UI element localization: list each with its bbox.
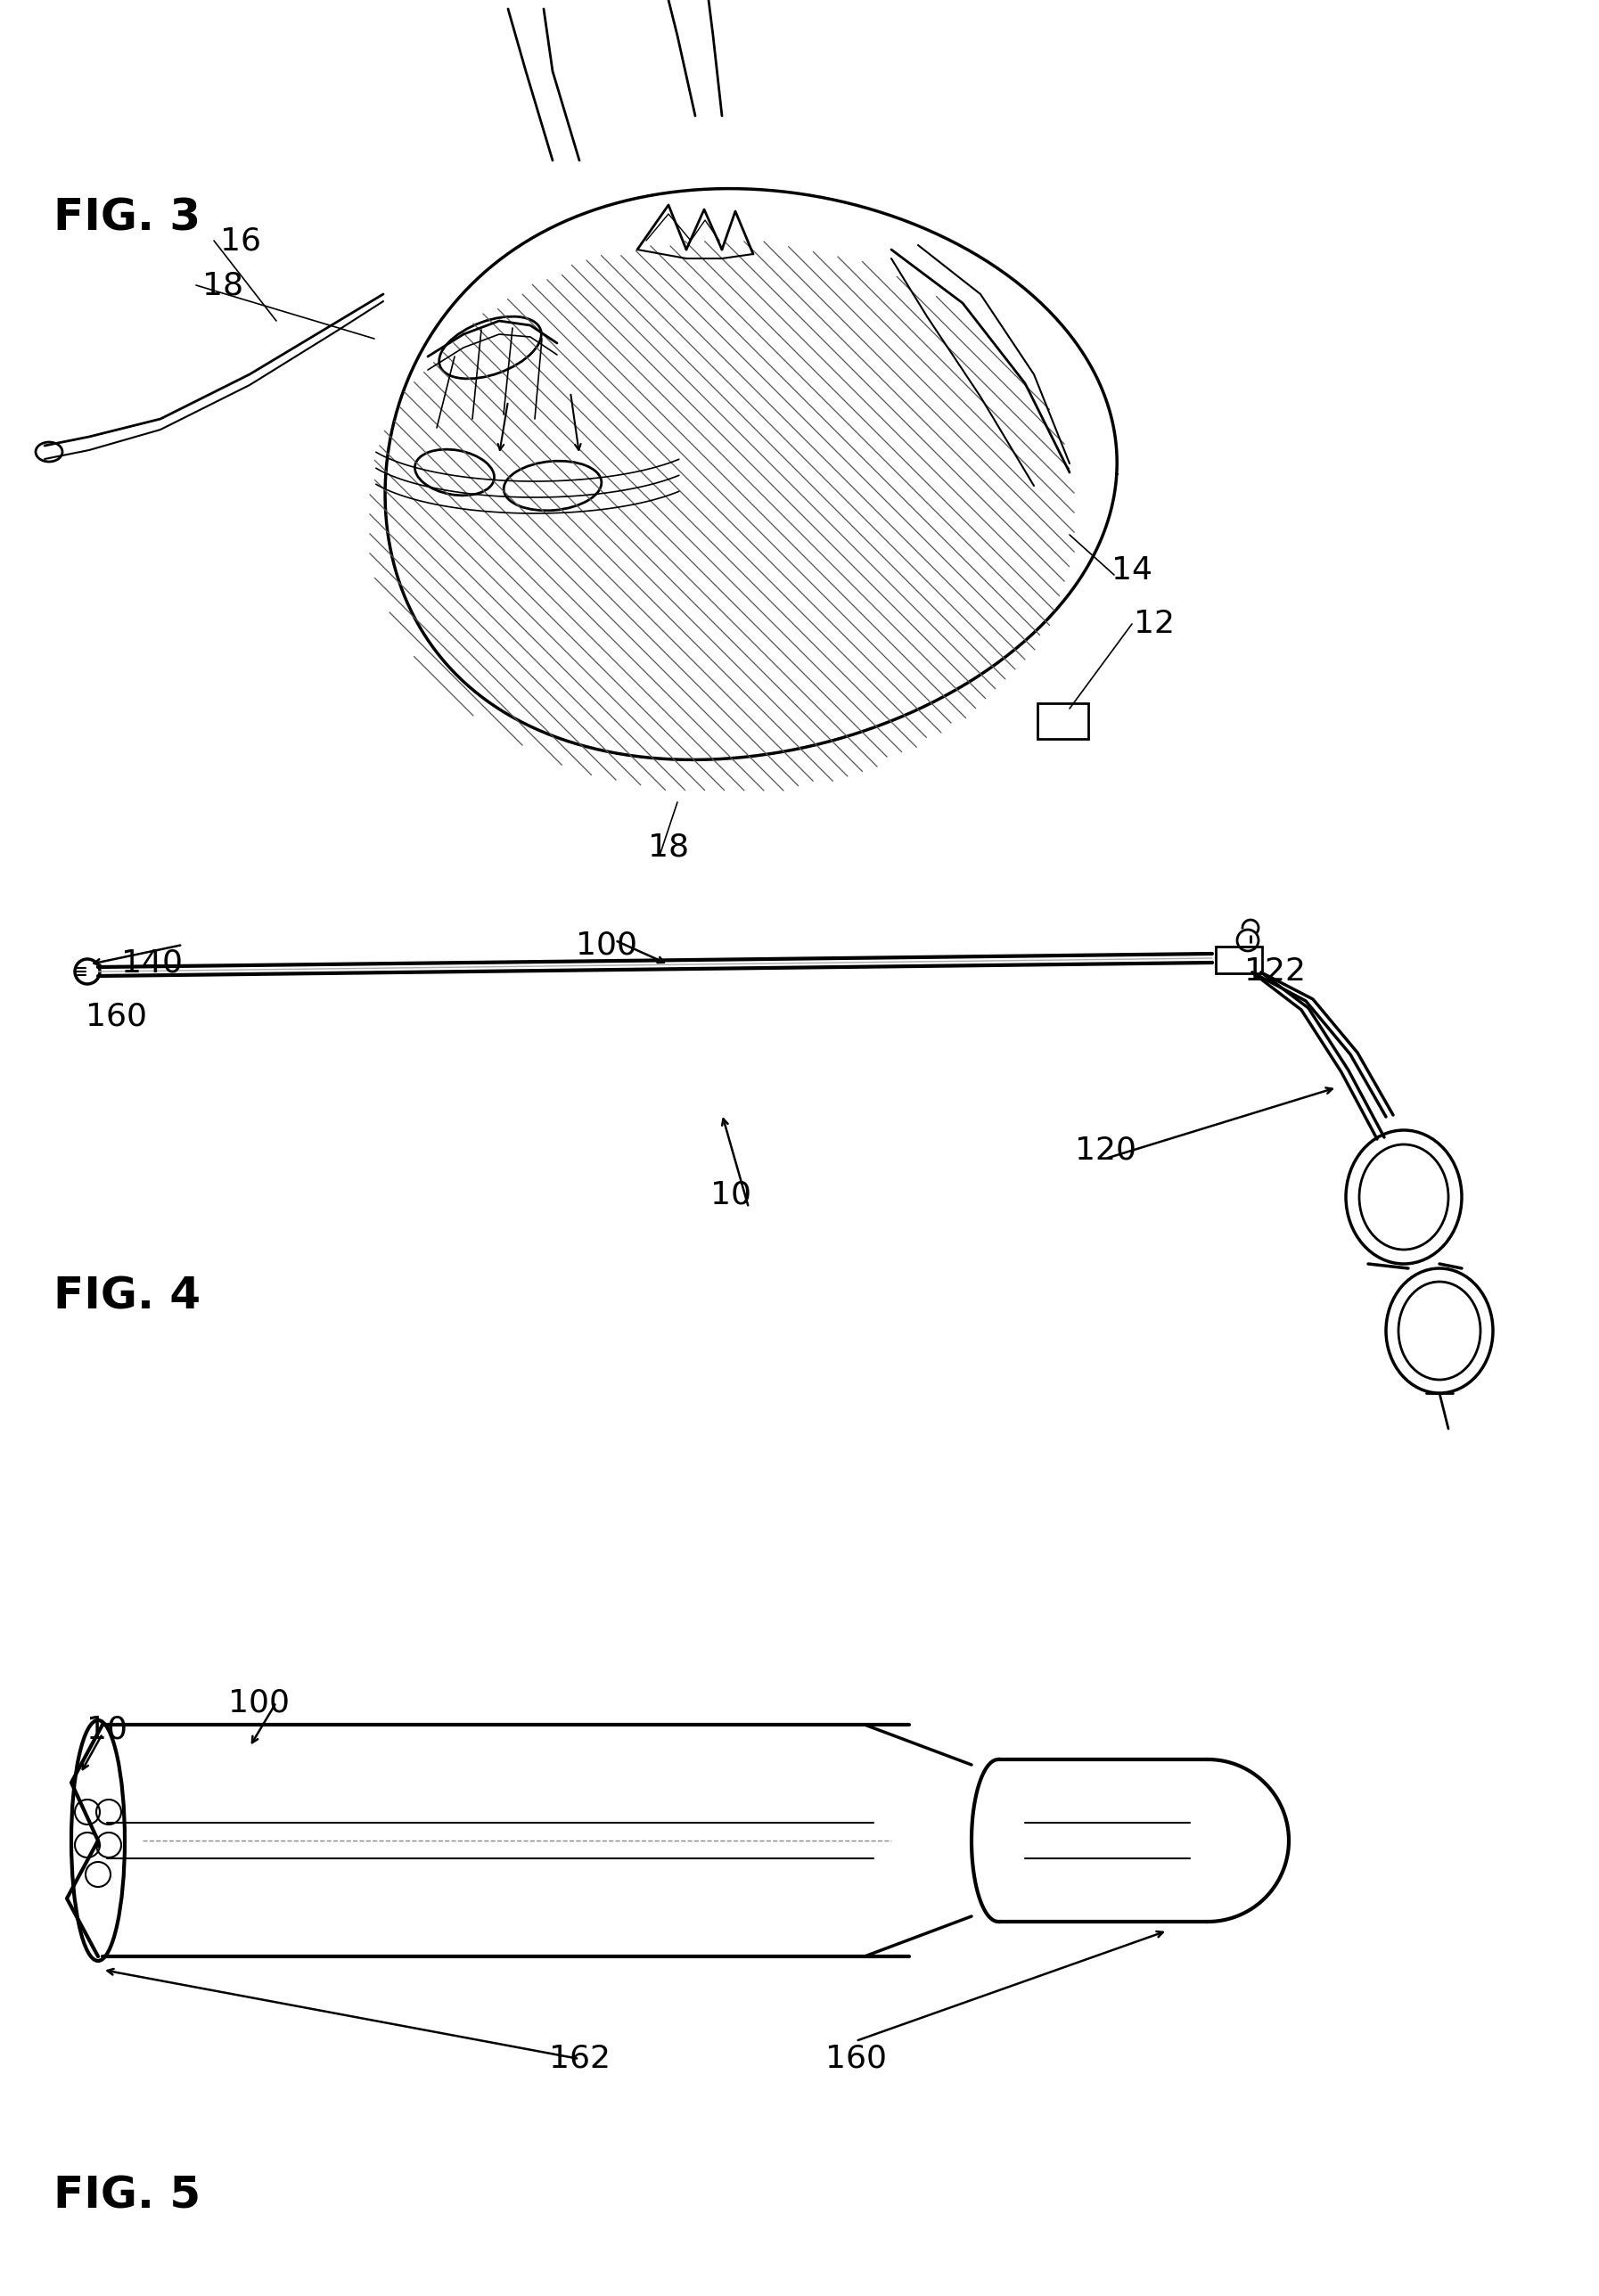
Text: 100: 100 [227, 1688, 289, 1717]
Text: 12: 12 [1134, 608, 1175, 638]
Text: 16: 16 [221, 225, 261, 255]
Text: 160: 160 [825, 2043, 886, 2073]
Ellipse shape [72, 1720, 125, 1961]
Text: FIG. 3: FIG. 3 [53, 195, 200, 239]
Text: 122: 122 [1244, 957, 1305, 987]
Text: 162: 162 [548, 2043, 611, 2073]
Ellipse shape [414, 450, 494, 496]
Text: 18: 18 [201, 271, 243, 301]
Text: 100: 100 [576, 930, 636, 960]
Text: FIG. 4: FIG. 4 [53, 1274, 200, 1318]
Text: 10: 10 [710, 1180, 752, 1210]
Text: 18: 18 [648, 831, 689, 861]
Ellipse shape [75, 960, 99, 985]
FancyBboxPatch shape [1215, 946, 1262, 974]
Text: FIG. 5: FIG. 5 [53, 2174, 200, 2218]
Text: 14: 14 [1111, 556, 1153, 585]
Text: 10: 10 [86, 1715, 128, 1745]
Text: 140: 140 [122, 948, 182, 978]
Ellipse shape [504, 461, 601, 510]
Ellipse shape [35, 443, 62, 461]
Text: 120: 120 [1075, 1134, 1135, 1164]
Text: 160: 160 [85, 1001, 147, 1031]
